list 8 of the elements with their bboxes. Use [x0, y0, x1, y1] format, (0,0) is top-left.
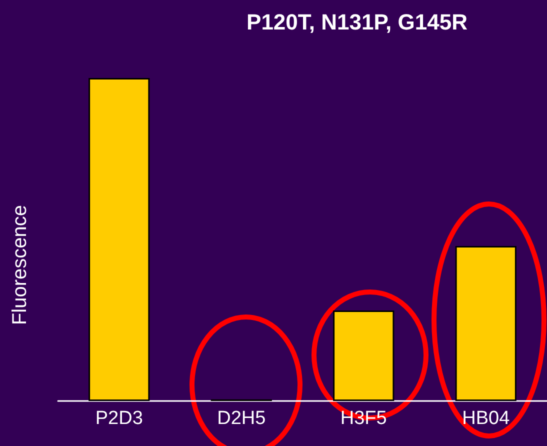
bar	[455, 246, 516, 401]
x-tick-label: P2D3	[95, 408, 143, 429]
x-tick-label: D2H5	[217, 408, 266, 429]
bar	[88, 78, 150, 401]
y-axis-title: Fluorescence	[9, 205, 31, 326]
x-tick-label: HB04	[462, 408, 510, 429]
bar	[333, 310, 394, 401]
chart-title: P120T, N131P, G145R	[246, 10, 468, 34]
